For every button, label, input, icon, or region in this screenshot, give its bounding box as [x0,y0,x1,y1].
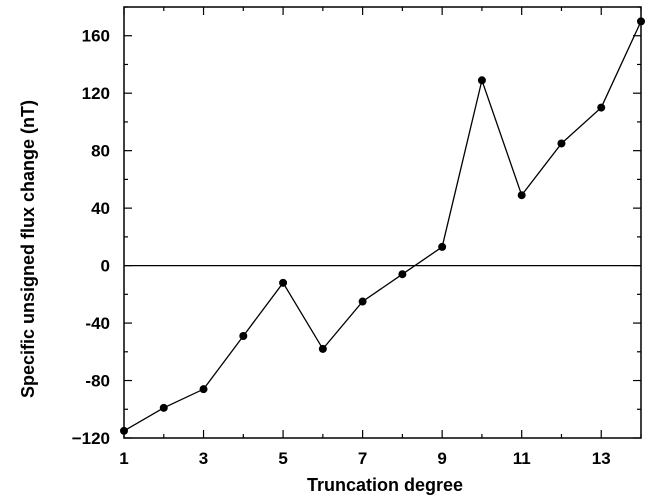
series-line [123,21,642,432]
data-point [159,403,168,412]
data-point [557,139,566,148]
y-tick-label: 40 [91,199,110,218]
y-tick-label: −120 [72,429,110,448]
y-axis-label: Specific unsigned flux change (nT) [18,100,38,398]
data-point [279,278,288,287]
x-tick-label: 5 [278,449,287,468]
x-tick-label: 1 [119,449,128,468]
y-tick-label: 0 [101,257,110,276]
y-tick-label: 160 [82,27,110,46]
data-point [199,385,208,394]
x-tick-label: 7 [358,449,367,468]
x-tick-label: 13 [592,449,611,468]
x-axis-label: Truncation degree [307,475,463,495]
data-point [318,344,327,353]
x-tick-labels: 1 3 5 7 9 11 13 [119,449,610,468]
y-tick-label: -80 [85,372,110,391]
data-point [239,331,248,340]
y-tick-label: -40 [85,314,110,333]
data-point [517,191,526,200]
data-point [597,103,606,112]
x-tick-label: 11 [513,449,531,468]
data-point [438,242,447,251]
x-tick-label: 9 [437,449,446,468]
y-tick-label: 120 [82,84,110,103]
data-point [358,297,367,306]
tick-marks [123,6,642,439]
x-tick-label: 3 [199,449,208,468]
data-point [398,270,407,279]
plot-frame [123,6,642,439]
data-points [120,17,645,435]
y-tick-label: 80 [91,142,110,161]
data-point [477,76,486,85]
y-tick-labels: −120 -80 -40 0 40 80 120 160 [72,27,110,448]
